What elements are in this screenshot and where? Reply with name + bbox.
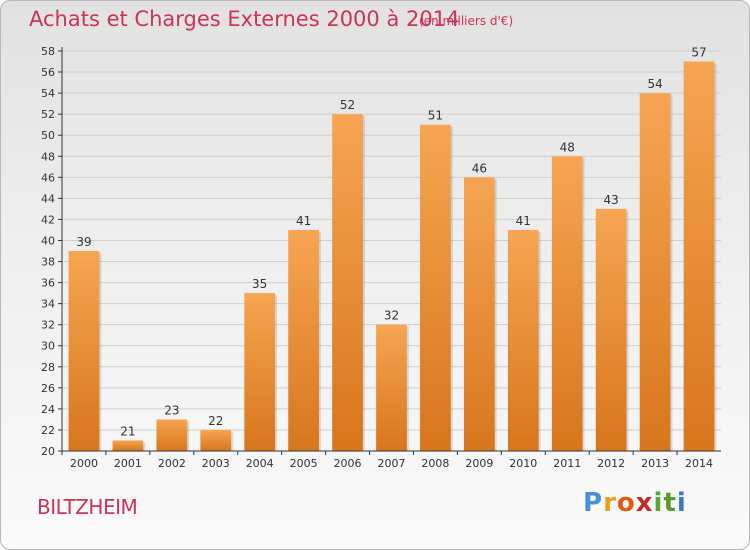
y-tick-label: 42 bbox=[41, 213, 55, 226]
bar bbox=[595, 208, 627, 451]
y-tick-label: 28 bbox=[41, 361, 55, 374]
bar-value-label: 43 bbox=[604, 193, 619, 207]
logo-letter: P bbox=[583, 488, 604, 518]
logo-letter: i bbox=[653, 488, 664, 518]
x-tick-label: 2010 bbox=[509, 457, 537, 470]
y-tick-label: 44 bbox=[41, 192, 55, 205]
bar-value-label: 22 bbox=[208, 414, 223, 428]
bar bbox=[332, 114, 363, 451]
x-tick-label: 2014 bbox=[685, 457, 713, 470]
y-tick-label: 48 bbox=[41, 150, 55, 163]
bar bbox=[463, 177, 495, 451]
y-tick-label: 26 bbox=[41, 382, 55, 395]
bar-value-label: 32 bbox=[384, 309, 399, 323]
x-tick-label: 2001 bbox=[114, 457, 142, 470]
labels: 20 22 24 26 28 30 32 34 36 38 40 42 44 46 48 50 52 54 56 58… bbox=[41, 45, 713, 470]
bar-value-label: 46 bbox=[472, 161, 487, 175]
bars bbox=[68, 61, 717, 452]
bar-value-label: 41 bbox=[296, 214, 311, 228]
chart-subtitle: (en milliers d'€) bbox=[419, 14, 514, 28]
bar-value-label: 39 bbox=[76, 235, 91, 249]
x-tick-label: 2011 bbox=[553, 457, 581, 470]
x-tick-label: 2003 bbox=[202, 457, 230, 470]
y-tick-label: 52 bbox=[41, 108, 55, 121]
bar bbox=[683, 61, 715, 452]
bar-value-label: 57 bbox=[691, 46, 706, 60]
commune-name: BILTZHEIM bbox=[37, 495, 138, 519]
x-tick-label: 2000 bbox=[70, 457, 98, 470]
x-tick-label: 2012 bbox=[597, 457, 625, 470]
y-tick-label: 56 bbox=[41, 66, 55, 79]
bar bbox=[112, 440, 144, 451]
y-tick-label: 54 bbox=[41, 87, 55, 100]
axes bbox=[58, 47, 721, 455]
bar bbox=[68, 251, 100, 451]
x-tick-label: 2006 bbox=[334, 457, 362, 470]
bar-value-label: 41 bbox=[516, 214, 531, 228]
bar bbox=[639, 93, 671, 452]
bar-value-label: 35 bbox=[252, 277, 267, 291]
proxiti-logo: Proxiti bbox=[583, 488, 687, 518]
y-tick-label: 30 bbox=[41, 340, 55, 353]
x-tick-label: 2005 bbox=[290, 457, 318, 470]
bar-value-label: 51 bbox=[428, 109, 443, 123]
bar-value-label: 48 bbox=[560, 140, 575, 154]
bar-value-label: 52 bbox=[340, 98, 355, 112]
y-tick-label: 58 bbox=[41, 45, 55, 58]
x-tick-label: 2002 bbox=[158, 457, 186, 470]
logo-letter: o bbox=[616, 488, 636, 518]
bar bbox=[376, 324, 407, 451]
bar bbox=[156, 419, 188, 451]
y-tick-label: 24 bbox=[41, 403, 55, 416]
x-tick-label: 2008 bbox=[421, 457, 449, 470]
bar bbox=[507, 229, 539, 451]
bar-value-label: 21 bbox=[120, 424, 135, 438]
bar bbox=[288, 229, 320, 451]
logo-letter: x bbox=[635, 488, 654, 518]
y-tick-label: 34 bbox=[41, 298, 55, 311]
bar bbox=[244, 293, 276, 451]
x-tick-label: 2009 bbox=[465, 457, 493, 470]
y-tick-label: 36 bbox=[41, 277, 55, 290]
bar-value-label: 54 bbox=[647, 77, 662, 91]
x-tick-label: 2013 bbox=[641, 457, 669, 470]
bar bbox=[420, 124, 451, 452]
logo-letter: t bbox=[663, 488, 677, 518]
logo-letter: r bbox=[603, 488, 617, 518]
y-tick-label: 40 bbox=[41, 234, 55, 247]
x-tick-label: 2007 bbox=[378, 457, 406, 470]
y-tick-label: 20 bbox=[41, 445, 55, 458]
y-tick-label: 32 bbox=[41, 319, 55, 332]
bar bbox=[551, 156, 583, 451]
y-tick-label: 50 bbox=[41, 129, 55, 142]
bar bbox=[200, 429, 232, 451]
y-tick-label: 38 bbox=[41, 256, 55, 269]
bar-value-label: 23 bbox=[164, 403, 179, 417]
chart-title: Achats et Charges Externes 2000 à 2014 bbox=[29, 7, 460, 31]
y-tick-label: 22 bbox=[41, 424, 55, 437]
y-tick-label: 46 bbox=[41, 171, 55, 184]
logo-letter: i bbox=[676, 488, 687, 518]
x-tick-label: 2004 bbox=[246, 457, 274, 470]
